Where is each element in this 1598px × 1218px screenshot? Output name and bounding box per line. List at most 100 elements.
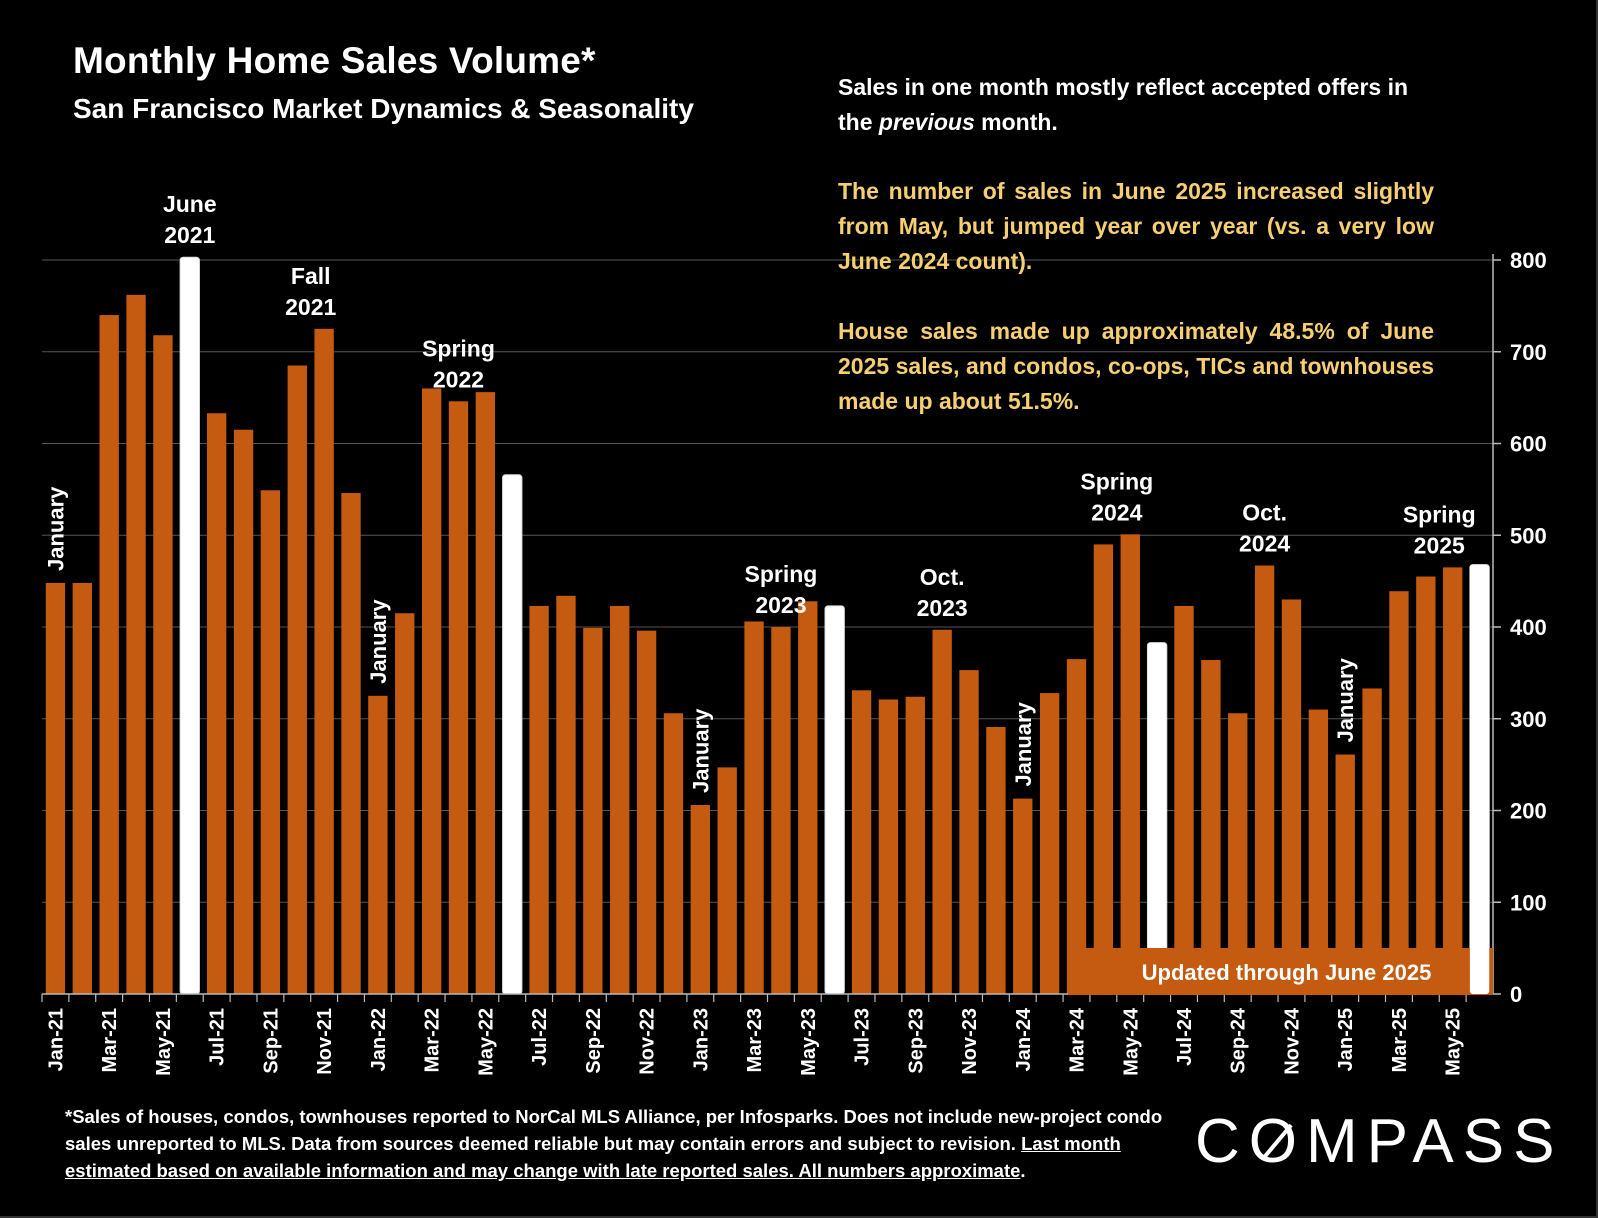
compass-logo: COMPASS (1195, 1106, 1564, 1177)
x-tick-label: May-25 (1443, 1008, 1465, 1076)
bar-highlight (824, 605, 845, 995)
footnote: *Sales of houses, condos, townhouses rep… (65, 1106, 1163, 1181)
y-tick-label: 300 (1510, 707, 1547, 732)
bar (1335, 754, 1355, 994)
season-annotation: 2023 (917, 595, 968, 621)
note-sales-offers: Sales in one month mostly reflect accept… (838, 74, 1409, 135)
january-label: January (366, 599, 391, 684)
bar (260, 490, 281, 994)
x-tick-label: May-24 (1120, 1007, 1142, 1076)
bar-highlight (502, 474, 523, 995)
bar (1013, 798, 1033, 994)
x-tick-label: Mar-24 (1067, 1007, 1089, 1072)
footnote-underlined: Last month estimated based on available … (65, 1133, 1121, 1181)
bar (153, 335, 173, 994)
season-annotation: Spring (1080, 468, 1153, 494)
x-tick-label: Mar-22 (422, 1008, 444, 1072)
x-tick-label: Sep-23 (905, 1008, 927, 1074)
x-tick-label: Jul-21 (207, 1008, 229, 1066)
bar (421, 388, 442, 994)
bar (986, 727, 1006, 994)
chart-title: Monthly Home Sales Volume* (73, 40, 596, 81)
bar (1254, 565, 1275, 994)
bar (1093, 544, 1114, 994)
january-label: January (688, 708, 713, 793)
bar (72, 582, 92, 994)
season-annotation: Oct. (920, 564, 965, 590)
season-annotation: 2022 (433, 366, 484, 392)
updated-banner (1068, 948, 1493, 995)
bar (206, 413, 227, 994)
season-annotation: June (163, 191, 217, 217)
bar (1416, 576, 1436, 994)
season-annotation: Spring (422, 335, 495, 361)
y-tick-label: 700 (1510, 340, 1547, 365)
bar (1308, 709, 1329, 994)
bar (341, 493, 361, 994)
x-tick-label: Jan-22 (368, 1008, 390, 1071)
bar-highlight-latest (1469, 564, 1490, 994)
x-tick-label: Nov-23 (959, 1008, 981, 1075)
bar (932, 629, 952, 994)
bar (717, 767, 737, 994)
bar (314, 328, 334, 994)
bar (610, 605, 630, 994)
bar (905, 696, 925, 994)
updated-banner-text: Updated through June 2025 (1142, 960, 1432, 985)
bar (529, 605, 549, 994)
season-annotation: Spring (1403, 501, 1476, 527)
x-tick-label: Jan-21 (45, 1008, 67, 1071)
bar (1201, 660, 1221, 994)
bar (1389, 591, 1409, 994)
season-annotation: Fall (291, 263, 331, 289)
y-tick-label: 500 (1510, 523, 1547, 548)
logo-o-slash: O (1249, 1106, 1306, 1177)
x-tick-label: Sep-22 (583, 1008, 605, 1074)
bar (959, 670, 979, 994)
y-tick-label: 200 (1510, 799, 1547, 824)
bar (744, 621, 764, 994)
x-tick-label: Sep-21 (260, 1008, 282, 1074)
bar (1281, 599, 1302, 994)
bar (1174, 605, 1194, 994)
bar (395, 613, 415, 994)
bar (878, 699, 899, 994)
season-annotation: 2024 (1091, 499, 1142, 525)
bar (45, 582, 66, 994)
season-annotation: 2021 (164, 222, 215, 248)
bar (583, 627, 603, 994)
bar (771, 627, 791, 994)
x-tick-label: Jan-25 (1335, 1008, 1357, 1071)
bar-highlight (179, 256, 200, 995)
x-tick-label: Nov-22 (637, 1008, 659, 1075)
note-house-share: House sales made up approximately 48.5% … (838, 318, 1434, 414)
bar (663, 713, 684, 994)
season-annotation: Spring (745, 561, 818, 587)
bar (448, 401, 469, 994)
bar (798, 601, 818, 994)
x-tick-label: Mar-23 (744, 1008, 766, 1072)
x-tick-label: Jul-23 (852, 1008, 874, 1066)
bar (1039, 693, 1060, 994)
x-tick-label: May-22 (475, 1008, 497, 1076)
bar (636, 630, 657, 994)
january-label: January (1333, 657, 1358, 742)
x-tick-label: Mar-21 (99, 1008, 121, 1072)
bar-highlight (1146, 642, 1168, 995)
bar (556, 595, 576, 994)
y-tick-label: 400 (1510, 615, 1547, 640)
bar (851, 690, 872, 994)
bar (287, 365, 307, 994)
bar (1228, 713, 1248, 994)
y-tick-label: 600 (1510, 432, 1547, 457)
january-label: January (43, 486, 68, 571)
chart-subtitle: San Francisco Market Dynamics & Seasonal… (73, 93, 694, 124)
bar (368, 695, 388, 994)
x-tick-label: Jul-24 (1174, 1007, 1196, 1066)
season-annotation: 2025 (1414, 532, 1465, 558)
x-tick-label: Nov-24 (1281, 1007, 1303, 1075)
bar (475, 392, 496, 994)
x-tick-label: Mar-25 (1389, 1008, 1411, 1072)
x-tick-label: May-23 (798, 1008, 820, 1076)
